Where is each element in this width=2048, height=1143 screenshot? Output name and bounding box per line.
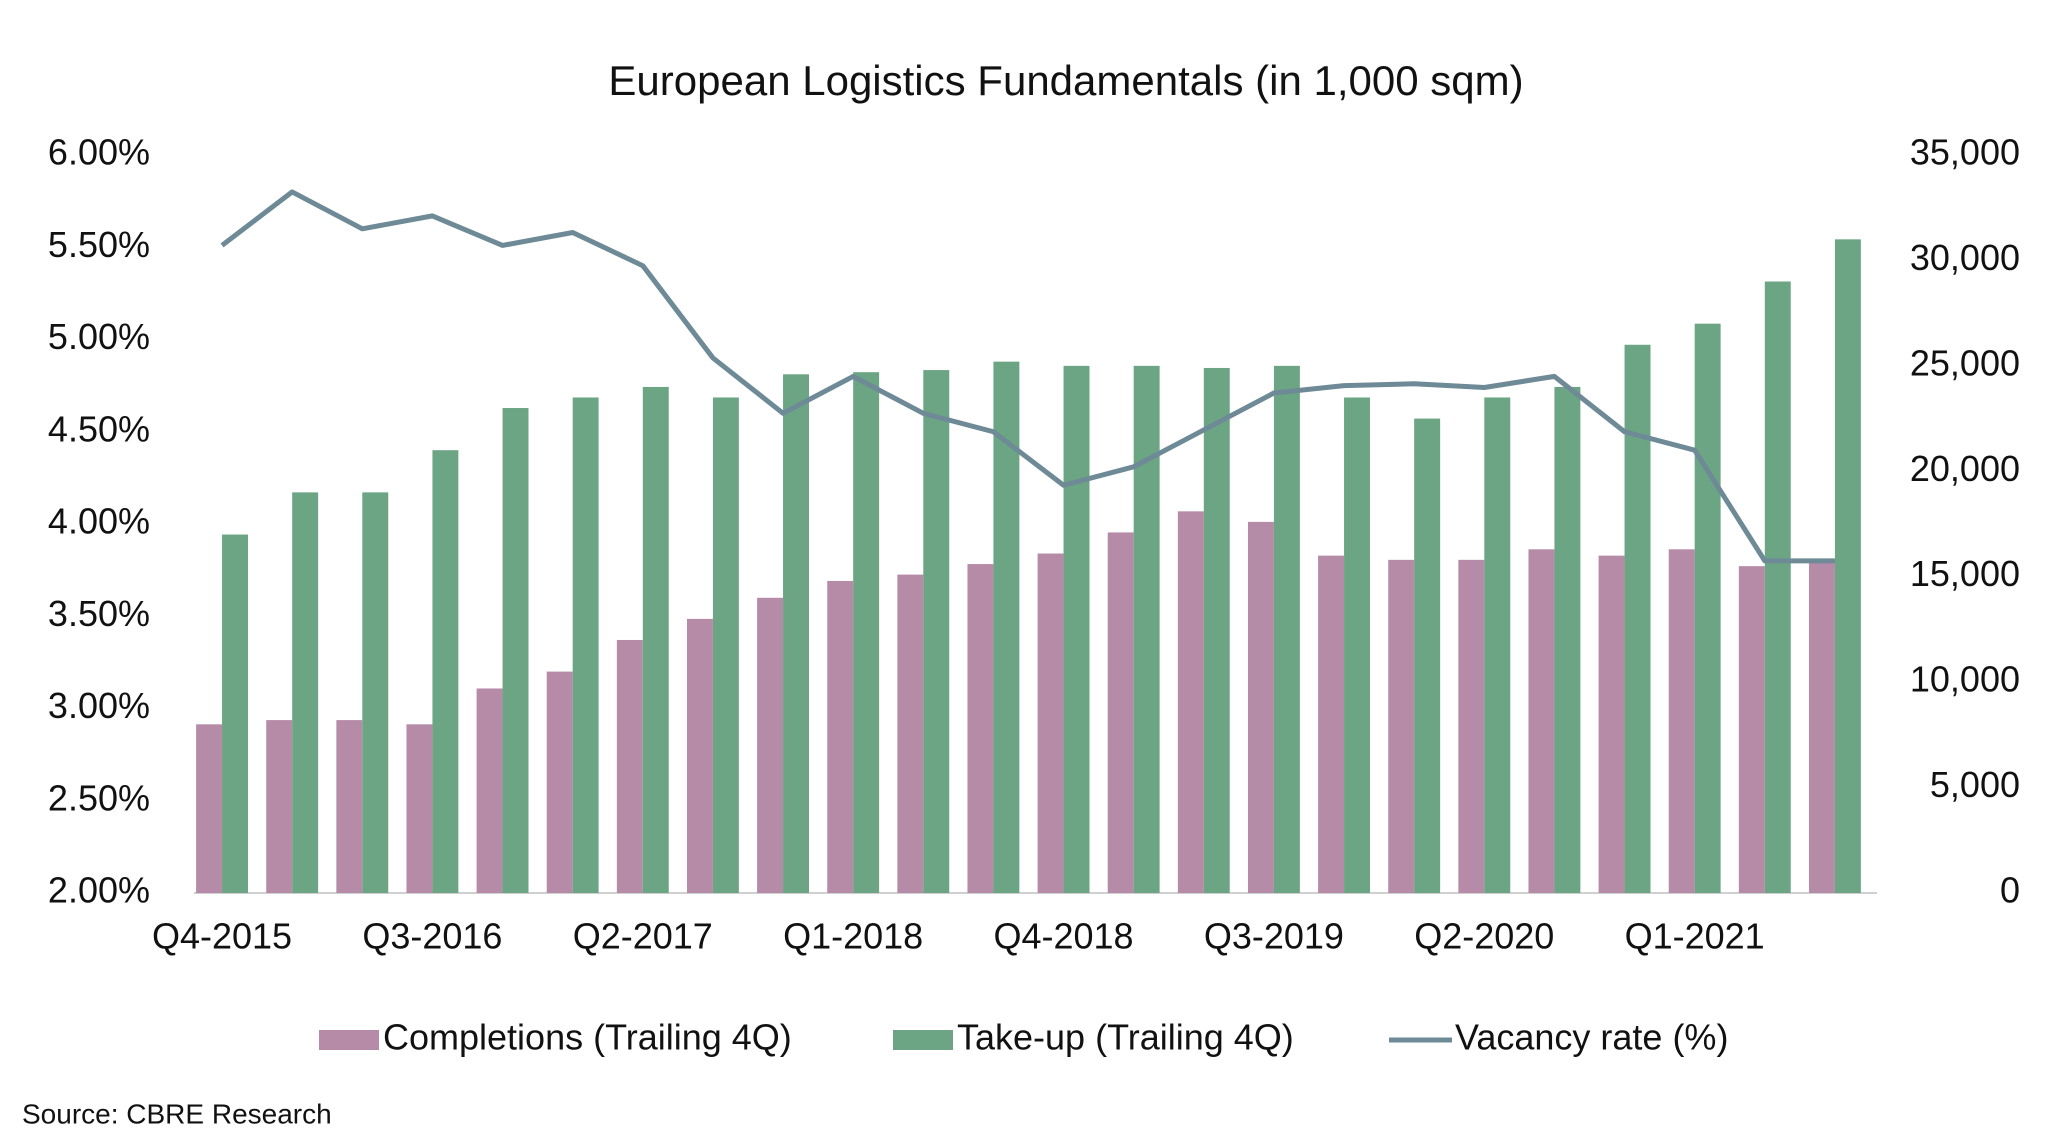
bar bbox=[923, 370, 950, 893]
y2-tick-label: 30,000 bbox=[1910, 237, 2020, 278]
bar bbox=[1037, 553, 1064, 893]
bar bbox=[1063, 365, 1090, 893]
y2-tick-label: 10,000 bbox=[1910, 659, 2020, 700]
bar bbox=[1247, 521, 1274, 893]
bar bbox=[1107, 532, 1134, 893]
bar bbox=[196, 724, 223, 893]
y-tick-label: 4.50% bbox=[48, 408, 150, 449]
source-note: Source: CBRE Research bbox=[22, 1098, 332, 1129]
y2-tick-label: 0 bbox=[2000, 870, 2020, 911]
x-tick-label: Q1-2021 bbox=[1625, 916, 1765, 957]
bar bbox=[712, 397, 739, 893]
bar bbox=[432, 450, 459, 893]
x-tick-label: Q1-2018 bbox=[783, 916, 923, 957]
bar bbox=[476, 688, 503, 893]
y-tick-label: 5.50% bbox=[48, 224, 150, 265]
bar bbox=[1598, 555, 1625, 893]
bar bbox=[1694, 323, 1721, 894]
bar bbox=[546, 671, 573, 893]
y-tick-label: 2.50% bbox=[48, 777, 150, 818]
bar bbox=[336, 720, 363, 893]
legend-label: Completions (Trailing 4Q) bbox=[383, 1017, 792, 1058]
x-tick-label: Q2-2020 bbox=[1414, 916, 1554, 957]
y-tick-label: 3.50% bbox=[48, 593, 150, 634]
bar bbox=[616, 639, 643, 893]
bar bbox=[1414, 418, 1441, 893]
legend-swatch bbox=[319, 1030, 379, 1050]
bar bbox=[1808, 559, 1835, 893]
bar bbox=[1388, 559, 1415, 893]
bar bbox=[642, 386, 669, 893]
x-tick-label: Q2-2017 bbox=[573, 916, 713, 957]
legend-swatch bbox=[893, 1030, 953, 1050]
bar bbox=[266, 720, 293, 893]
x-tick-label: Q3-2019 bbox=[1204, 916, 1344, 957]
bar bbox=[1738, 566, 1765, 893]
bar bbox=[1273, 365, 1300, 893]
bar bbox=[1133, 365, 1160, 893]
y-tick-label: 6.00% bbox=[48, 132, 150, 173]
x-tick-label: Q4-2018 bbox=[993, 916, 1133, 957]
line bbox=[220, 189, 1835, 564]
bar bbox=[1177, 511, 1204, 893]
bar bbox=[1764, 281, 1791, 893]
bar bbox=[1554, 386, 1581, 893]
bar bbox=[1458, 559, 1485, 893]
bar bbox=[897, 574, 924, 893]
bar bbox=[1484, 397, 1511, 893]
bar bbox=[1528, 549, 1555, 893]
bar bbox=[1203, 367, 1230, 894]
bar bbox=[1318, 555, 1345, 893]
bar bbox=[572, 397, 599, 893]
bar bbox=[362, 492, 389, 893]
y2-tick-label: 5,000 bbox=[1930, 764, 2020, 805]
y-tick-label: 3.00% bbox=[48, 685, 150, 726]
chart-title: European Logistics Fundamentals (in 1,00… bbox=[608, 57, 1523, 104]
y2-tick-label: 25,000 bbox=[1910, 342, 2020, 383]
y2-tick-label: 20,000 bbox=[1910, 448, 2020, 489]
bar bbox=[1344, 397, 1370, 893]
bar bbox=[686, 618, 713, 893]
bar bbox=[1624, 344, 1651, 893]
bar bbox=[406, 724, 433, 893]
x-tick-label: Q3-2016 bbox=[362, 916, 502, 957]
bar bbox=[502, 408, 529, 893]
bar bbox=[292, 492, 319, 893]
y2-tick-label: 15,000 bbox=[1910, 553, 2020, 594]
y-tick-label: 4.00% bbox=[48, 501, 150, 542]
bar bbox=[967, 564, 994, 893]
bar bbox=[853, 372, 880, 893]
y2-tick-label: 35,000 bbox=[1910, 132, 2020, 173]
x-tick-label: Q4-2015 bbox=[152, 916, 292, 957]
bar bbox=[827, 580, 854, 893]
y-tick-label: 5.00% bbox=[48, 316, 150, 357]
bar bbox=[783, 374, 809, 893]
bar bbox=[757, 597, 784, 893]
bar bbox=[1668, 549, 1695, 893]
legend-label: Take-up (Trailing 4Q) bbox=[957, 1017, 1294, 1058]
legend-label: Vacancy rate (%) bbox=[1455, 1017, 1728, 1058]
y-tick-label: 2.00% bbox=[48, 870, 150, 911]
bar bbox=[1834, 239, 1861, 894]
bar bbox=[222, 534, 248, 893]
